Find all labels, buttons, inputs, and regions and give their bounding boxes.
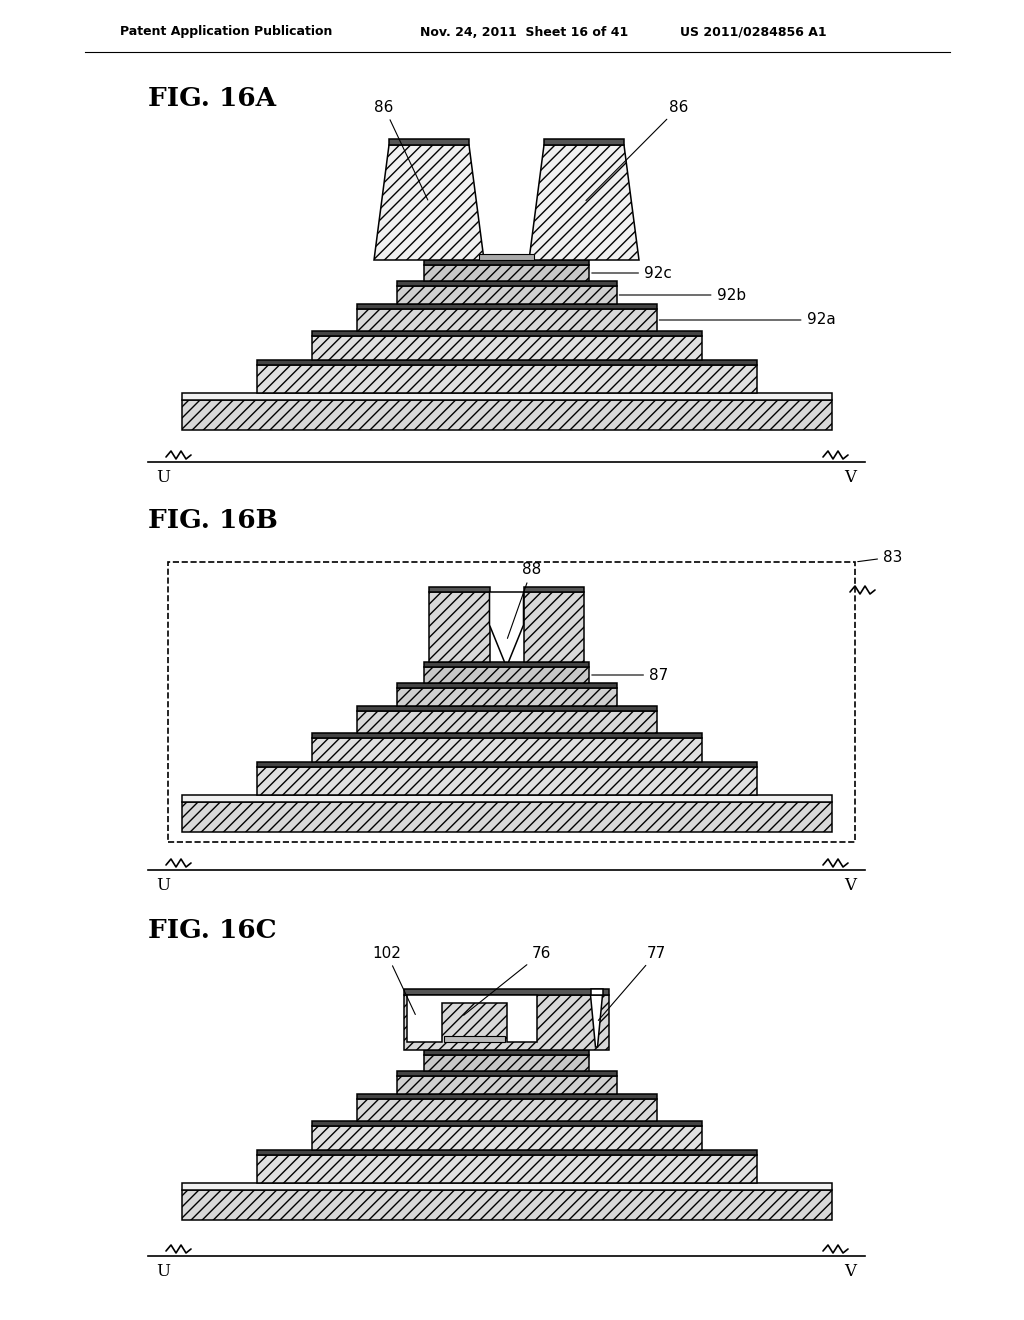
Bar (181, 1183, 831, 1191)
Text: 92b: 92b (620, 288, 745, 302)
Text: 86: 86 (375, 99, 428, 201)
Bar (523, 591, 584, 663)
Text: U: U (156, 1263, 170, 1280)
Bar (356, 711, 656, 733)
Text: 92a: 92a (659, 313, 836, 327)
Bar (404, 995, 609, 1049)
Text: V: V (844, 470, 856, 487)
Bar (356, 1100, 656, 1121)
Bar (181, 795, 831, 803)
Bar (256, 1155, 757, 1183)
Text: V: V (844, 1263, 856, 1280)
Text: 87: 87 (592, 668, 669, 682)
Bar (311, 1126, 701, 1150)
Polygon shape (591, 989, 602, 995)
Bar (396, 688, 616, 706)
Bar (256, 767, 757, 795)
Bar (356, 1094, 656, 1100)
Text: US 2011/0284856 A1: US 2011/0284856 A1 (680, 25, 826, 38)
Bar (181, 393, 831, 400)
Bar (311, 331, 701, 337)
Text: 83: 83 (858, 549, 902, 565)
Bar (168, 562, 855, 842)
Text: 102: 102 (372, 945, 416, 1015)
Bar (424, 1055, 589, 1071)
Bar (396, 1071, 616, 1076)
Text: Nov. 24, 2011  Sheet 16 of 41: Nov. 24, 2011 Sheet 16 of 41 (420, 25, 629, 38)
Bar (311, 337, 701, 360)
Polygon shape (374, 145, 484, 260)
Text: 77: 77 (598, 945, 667, 1020)
Bar (181, 1191, 831, 1220)
Bar (424, 260, 589, 265)
Bar (256, 1150, 757, 1155)
Bar (396, 682, 616, 688)
Bar (523, 587, 584, 591)
Bar (311, 1121, 701, 1126)
Polygon shape (591, 995, 602, 1047)
Text: V: V (844, 878, 856, 895)
Polygon shape (407, 995, 537, 1041)
Bar (424, 1049, 589, 1055)
Text: U: U (156, 470, 170, 487)
Bar (424, 667, 589, 682)
Bar (311, 738, 701, 762)
Text: FIG. 16A: FIG. 16A (148, 86, 276, 111)
Text: 76: 76 (464, 945, 551, 1015)
Text: 88: 88 (508, 562, 541, 639)
Bar (181, 400, 831, 430)
Bar (479, 253, 534, 260)
Bar (429, 587, 489, 591)
Text: FIG. 16B: FIG. 16B (148, 507, 278, 532)
Bar (429, 591, 489, 663)
Bar (256, 360, 757, 366)
Text: 86: 86 (586, 99, 689, 201)
Text: FIG. 16C: FIG. 16C (148, 917, 276, 942)
Bar (424, 663, 589, 667)
Text: U: U (156, 878, 170, 895)
Bar (356, 309, 656, 331)
Text: Patent Application Publication: Patent Application Publication (120, 25, 333, 38)
Bar (396, 281, 616, 286)
Polygon shape (489, 591, 523, 663)
Bar (389, 139, 469, 145)
Bar (311, 733, 701, 738)
Bar (396, 1076, 616, 1094)
Bar (404, 989, 609, 995)
Bar (443, 1036, 505, 1041)
Polygon shape (529, 145, 639, 260)
Bar (256, 762, 757, 767)
Bar (256, 366, 757, 393)
Text: 92c: 92c (592, 265, 672, 281)
Bar (181, 803, 831, 832)
Bar (356, 304, 656, 309)
Bar (356, 706, 656, 711)
Bar (424, 265, 589, 281)
Bar (396, 286, 616, 304)
Bar (544, 139, 624, 145)
